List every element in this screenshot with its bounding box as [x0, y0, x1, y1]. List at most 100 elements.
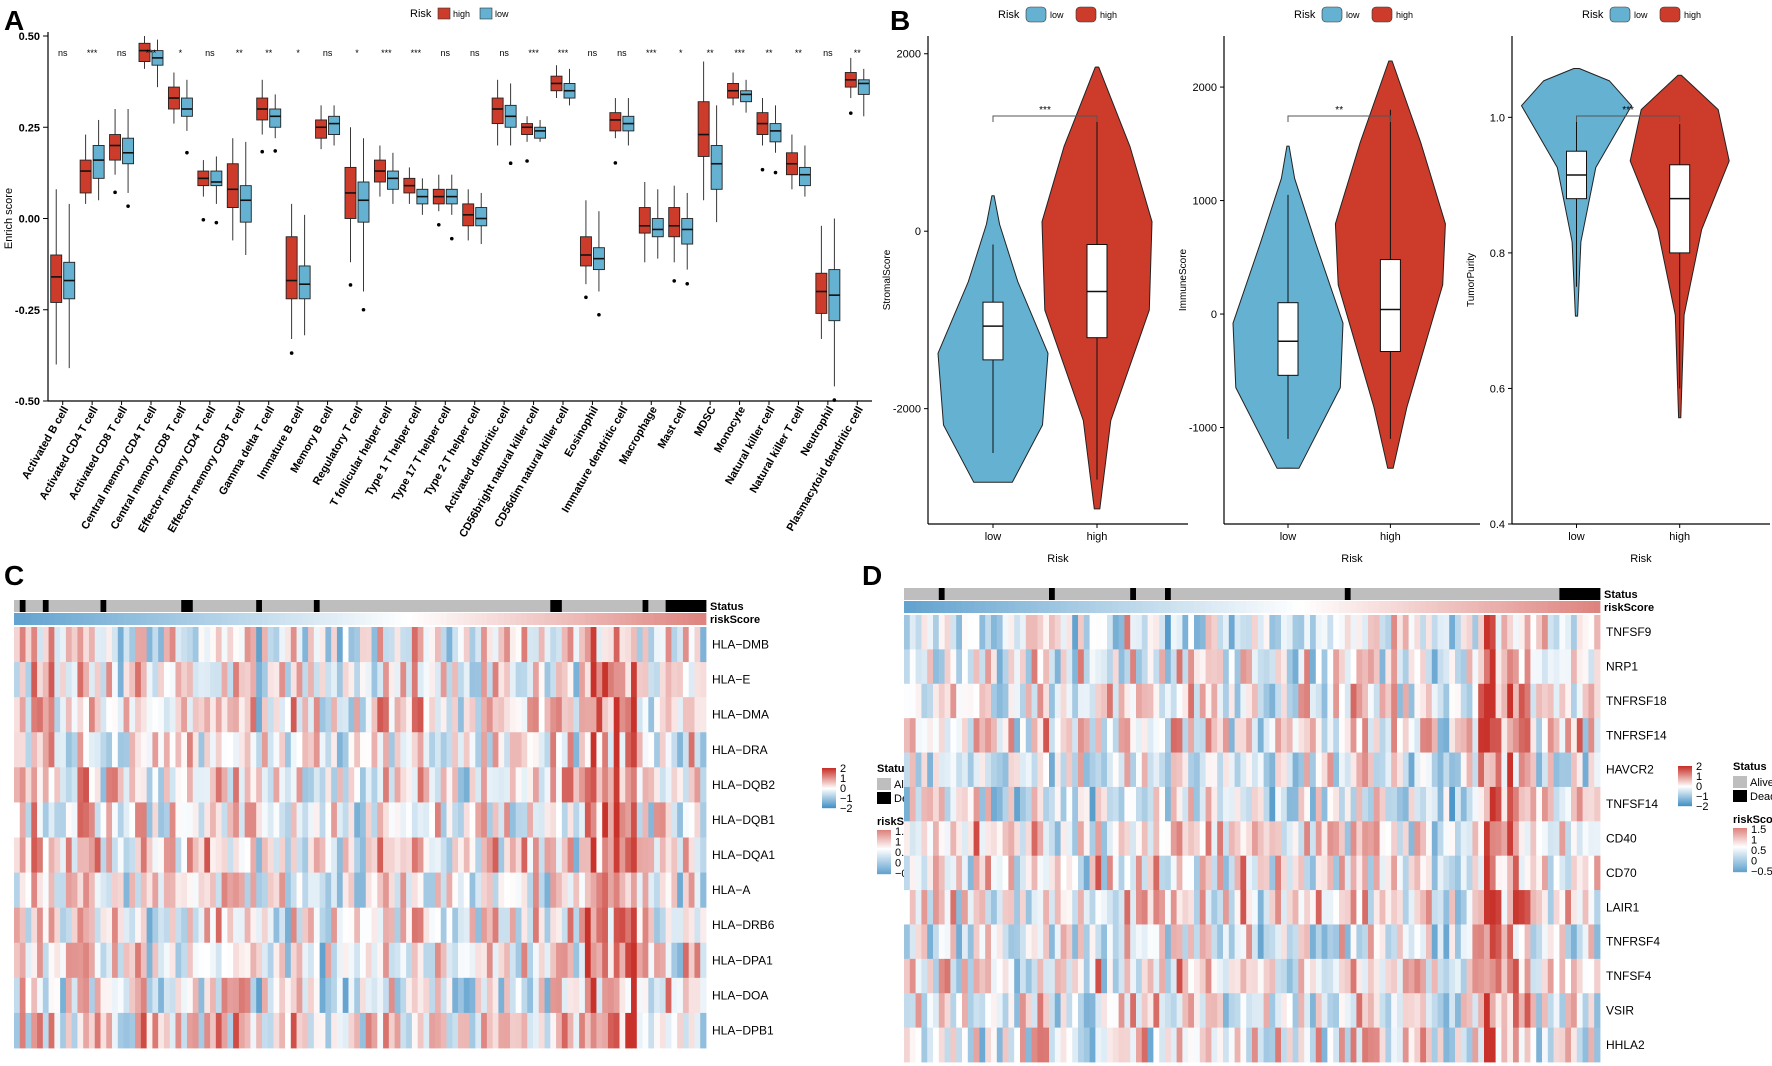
heatmap-cell [1530, 821, 1537, 857]
heatmap-cell [550, 627, 557, 663]
legend-gradient-step [1733, 868, 1747, 870]
heatmap-cell [434, 977, 442, 1014]
riskscore-cell [1095, 601, 1102, 613]
heatmap-cell [515, 1012, 522, 1049]
heatmap-cell [1124, 752, 1131, 788]
heatmap-cell [659, 1012, 667, 1049]
heatmap-cell [1118, 855, 1125, 891]
heatmap-cell [169, 732, 176, 768]
heatmap-cell [290, 872, 297, 909]
status-cell [1455, 588, 1462, 600]
riskscore-cell [985, 601, 992, 613]
legend-gradient-step [1678, 778, 1692, 780]
heatmap-cell [360, 662, 367, 698]
heatmap-cell [579, 662, 586, 698]
heatmap-cell [106, 977, 113, 1014]
heatmap-cell [631, 942, 638, 979]
heatmap-cell [1397, 1027, 1404, 1063]
heatmap-cell [25, 907, 32, 944]
riskscore-cell [1350, 601, 1357, 613]
heatmap-cell [31, 627, 38, 663]
heatmap-cell [1501, 890, 1508, 925]
legend-gradient-step [1678, 766, 1692, 768]
heatmap-cell [1443, 924, 1450, 960]
heatmap-cell [452, 732, 459, 768]
heatmap-cell [991, 821, 998, 857]
heatmap-cell [1553, 1027, 1560, 1063]
heatmap-cell [458, 627, 465, 663]
heatmap-cell [1176, 786, 1183, 822]
heatmap-cell [1025, 890, 1032, 925]
status-cell [1304, 588, 1311, 600]
heatmap-cell [1263, 958, 1270, 994]
legend-gradient-step [1733, 857, 1747, 859]
heatmap-cell [446, 977, 453, 1014]
heatmap-cell [631, 802, 638, 838]
heatmap-cell [1559, 855, 1566, 891]
heatmap-cell [279, 802, 286, 838]
heatmap-cell [1083, 615, 1090, 650]
y-axis-title-b: StromalScore [882, 249, 893, 310]
status-cell [636, 600, 643, 612]
heatmap-cell [19, 767, 26, 803]
heatmap-cell [1391, 890, 1398, 925]
significance-label: ns [823, 48, 833, 58]
riskscore-cell [406, 613, 413, 625]
heatmap-cell [1478, 786, 1485, 822]
status-cell [129, 600, 136, 612]
heatmap-cell [504, 627, 511, 663]
heatmap-cell [261, 662, 269, 698]
heatmap-cell [973, 924, 980, 960]
heatmap-cell [400, 627, 407, 663]
heatmap-cell [915, 958, 922, 994]
heatmap-cell [950, 993, 957, 1029]
heatmap-cell [1054, 718, 1061, 753]
heatmap-cell [938, 924, 945, 960]
heatmap-cell [909, 890, 916, 925]
heatmap-cell [475, 627, 482, 663]
heatmap-cell [1460, 958, 1467, 994]
heatmap-cell [1362, 958, 1369, 994]
heatmap-cell [112, 907, 119, 944]
heatmap-cell [1043, 993, 1050, 1029]
heatmap-cell [388, 1012, 395, 1049]
heatmap-cell [423, 802, 430, 838]
heatmap-cell [1194, 890, 1201, 925]
heatmap-cell [1524, 615, 1531, 650]
legend-gradient-step [877, 838, 891, 840]
legend-gradient-step [822, 782, 836, 784]
heatmap-cell [336, 802, 344, 838]
heatmap-cell [19, 732, 26, 768]
heatmap-cell [1460, 752, 1467, 788]
heatmap-cell [60, 907, 67, 944]
heatmap-cell [579, 977, 586, 1014]
heatmap-cell [1176, 718, 1183, 753]
riskscore-cell [533, 613, 540, 625]
status-cell [671, 600, 678, 612]
heatmap-cell [406, 802, 413, 838]
heatmap-cell [625, 837, 632, 873]
heatmap-cell [42, 907, 49, 944]
heatmap-cell [440, 1012, 447, 1049]
heatmap-cell [1257, 1027, 1264, 1063]
heatmap-cell [1217, 821, 1224, 857]
heatmap-cell [688, 907, 695, 944]
heatmap-cell [1060, 683, 1067, 719]
heatmap-cell [1588, 752, 1595, 788]
heatmap-cell [904, 649, 911, 685]
heatmap-cell [1211, 752, 1218, 788]
heatmap-cell [77, 802, 84, 838]
status-cell [1518, 588, 1525, 600]
x-tick-label-b: high [1087, 531, 1108, 543]
heatmap-cell [909, 683, 916, 719]
heatmap-cell [54, 1012, 61, 1049]
riskscore-cell [169, 613, 176, 625]
heatmap-cell [135, 732, 142, 768]
heatmap-cell [573, 767, 580, 803]
heatmap-cell [1205, 649, 1212, 685]
status-cell [956, 588, 963, 600]
panel-c-heatmap: StatusriskScoreHLA−DMBHLA−EHLA−DMAHLA−DR… [14, 600, 927, 1049]
heatmap-cell [1513, 683, 1520, 719]
heatmap-cell [973, 683, 980, 719]
riskscore-cell [65, 613, 73, 625]
